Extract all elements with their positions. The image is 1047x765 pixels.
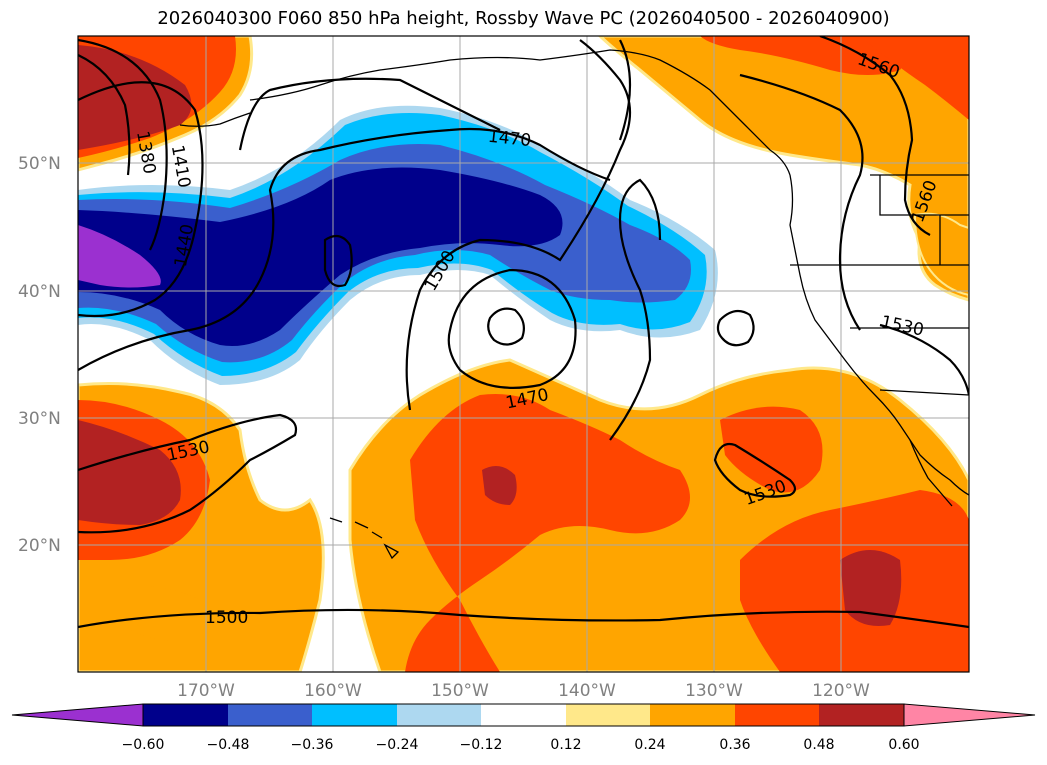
contour-1530-w <box>78 413 298 534</box>
colorbar-tick-label: 0.12 <box>550 737 581 753</box>
colorbar-tick-label: −0.36 <box>291 737 334 753</box>
lat-label-40n: 40°N <box>18 282 61 302</box>
gridlines <box>78 36 969 672</box>
shade-west-darkred <box>78 420 181 525</box>
border-mexico <box>879 389 969 396</box>
shade-ne-red-2 <box>860 36 969 120</box>
coastlines <box>179 49 969 560</box>
lat-label-30n: 30°N <box>18 409 61 429</box>
shade-east-red <box>720 406 823 493</box>
contour-1500-east <box>609 178 662 441</box>
map-title: 2026040300 F060 850 hPa height, Rossby W… <box>157 8 890 29</box>
map-frame <box>77 35 970 673</box>
lon-label-150w: 150°W <box>431 681 489 701</box>
colorbar-segment <box>143 704 228 726</box>
colorbar-segment <box>819 704 904 726</box>
colorbar-tick-label: −0.60 <box>122 737 165 753</box>
contour-label: 1470 <box>487 127 532 151</box>
coastline-hawaii-3 <box>371 531 383 539</box>
colorbar-tick-label: −0.48 <box>207 737 250 753</box>
colorbar-tick-label: 0.36 <box>719 737 750 753</box>
contour-1470-small <box>487 307 525 346</box>
colorbar-segment <box>228 704 312 726</box>
coastline-hawaii-1 <box>329 517 343 523</box>
shade-ne-orange <box>597 36 969 302</box>
contour-1530-r <box>879 323 969 396</box>
contour-1470-low <box>447 268 577 389</box>
shade-white-patch <box>120 586 210 642</box>
colorbar-tick-label: 0.60 <box>888 737 919 753</box>
shade-central-red <box>405 394 690 672</box>
shade-nw-darkred <box>78 45 192 150</box>
contour-1380 <box>78 54 131 176</box>
contour-label: 1500 <box>205 608 248 628</box>
shade-se-darkred <box>840 550 902 626</box>
coastline-baja <box>909 439 953 507</box>
anomaly-shading <box>78 36 969 672</box>
contour-1500-main <box>405 39 631 411</box>
coastline-west-coast <box>789 174 969 496</box>
contour-1470-w <box>78 127 611 371</box>
colorbar-segment <box>735 704 819 726</box>
contour-1560 <box>819 36 931 236</box>
contour-small-loop <box>716 309 755 347</box>
lon-label-120w: 120°W <box>812 681 870 701</box>
contour-1410 <box>78 38 168 251</box>
colorbar-tick-label: −0.12 <box>460 737 503 753</box>
lon-label-170w: 170°W <box>177 681 235 701</box>
colorbar-tick-label: −0.24 <box>376 737 419 753</box>
coastline-hawaii-4 <box>383 543 400 560</box>
colorbar-tick-label: 0.24 <box>634 737 665 753</box>
contour-1440 <box>78 81 204 318</box>
colorbar-segment <box>312 704 397 726</box>
shade-neg-strong <box>78 167 563 346</box>
contour-1500-right <box>739 73 864 331</box>
contour-small-loop-2 <box>323 234 353 288</box>
lon-label-140w: 140°W <box>558 681 616 701</box>
colorbar-extend-left <box>11 703 144 727</box>
colorbar-tick-label: 0.48 <box>803 737 834 753</box>
contour-1470-n <box>238 77 501 151</box>
contour-1500-south <box>78 608 969 629</box>
colorbar: −0.60 −0.48 −0.36 −0.24 −0.12 0.12 0.24 … <box>11 703 1036 753</box>
colorbar-segment <box>481 704 566 726</box>
shade-central-darkred <box>482 466 517 505</box>
colorbar-segment <box>650 704 735 726</box>
contour-1530-e <box>713 442 797 498</box>
height-contours <box>78 36 969 629</box>
lon-label-160w: 160°W <box>304 681 362 701</box>
lat-label-50n: 50°N <box>18 154 61 174</box>
colorbar-extend-right <box>903 703 1036 727</box>
shade-neg-extreme <box>78 225 161 288</box>
colorbar-segment <box>397 704 481 726</box>
lat-label-20n: 20°N <box>18 536 61 556</box>
coastline-aleutians <box>179 112 251 127</box>
coastline-alaska <box>249 49 791 176</box>
border-states-2 <box>879 175 969 216</box>
shade-ne-red <box>700 36 908 75</box>
contour-1530-nw <box>618 39 632 141</box>
colorbar-segment <box>566 704 650 726</box>
coastline-hawaii-2 <box>354 521 369 529</box>
lon-label-130w: 130°W <box>685 681 743 701</box>
